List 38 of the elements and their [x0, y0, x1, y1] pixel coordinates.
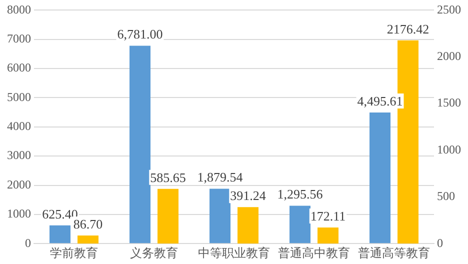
x-tick-label: 学前教育: [50, 246, 98, 260]
bar: [50, 225, 70, 244]
x-tick-label: 普通高中教育: [278, 246, 350, 260]
data-label: 1,879.54: [197, 170, 244, 185]
y2-tick-label: 2500: [437, 2, 461, 16]
data-label: 172.11: [310, 208, 346, 224]
y-tick-label: 3000: [7, 148, 31, 162]
data-label: 391.24: [230, 188, 266, 203]
x-tick-label: 普通高等教育: [358, 246, 430, 260]
y-tick-label: 6000: [7, 60, 31, 75]
bar: [158, 188, 178, 244]
y2-tick-label: 2000: [437, 49, 461, 64]
data-label: 585.65: [150, 170, 186, 185]
bar: [238, 207, 258, 244]
y-tick-label: 2000: [7, 177, 31, 192]
data-label: 4,495.61: [357, 93, 403, 108]
y2-tick-label: 0: [437, 236, 443, 250]
bar: [318, 228, 338, 244]
bar: [370, 112, 390, 244]
bar: [210, 188, 230, 244]
bar: [130, 46, 150, 244]
bar: [290, 206, 310, 244]
data-label: 86.70: [73, 216, 103, 232]
y-tick-label: 0: [25, 236, 31, 250]
x-tick-label: 义务教育: [130, 246, 178, 260]
y2-tick-label: 1500: [437, 96, 461, 110]
x-tick-label: 中等职业教育: [198, 246, 270, 260]
y-tick-label: 5000: [7, 90, 31, 104]
y-tick-label: 4000: [7, 119, 31, 134]
bar: [78, 236, 98, 244]
data-label: 1,295.56: [277, 186, 324, 202]
y-tick-label: 8000: [7, 2, 31, 16]
data-label: 2176.42: [386, 21, 430, 36]
data-label: 6,781.00: [117, 26, 163, 42]
y2-tick-label: 1000: [437, 142, 461, 156]
y-tick-label: 7000: [7, 32, 31, 46]
y-tick-label: 1000: [7, 206, 31, 221]
y2-tick-label: 500: [437, 189, 455, 204]
